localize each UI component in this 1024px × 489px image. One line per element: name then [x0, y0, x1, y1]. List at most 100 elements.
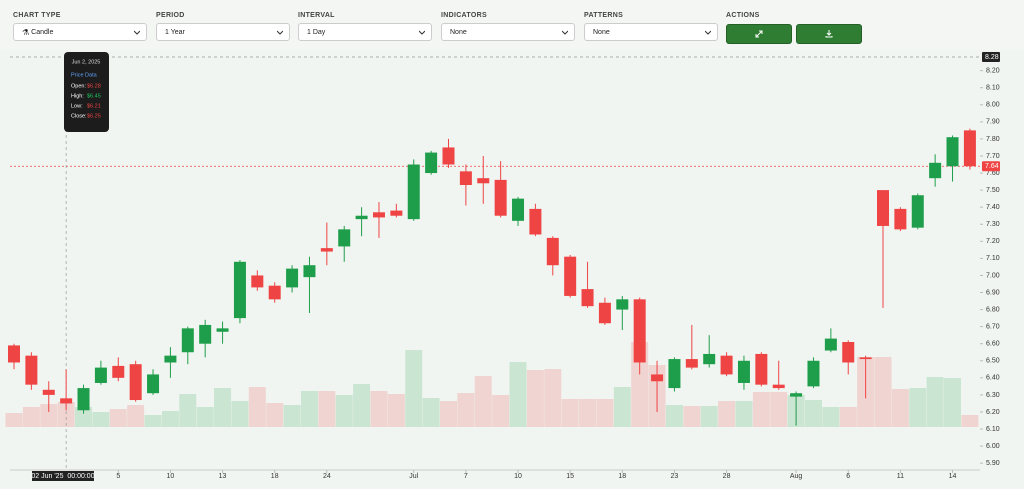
tooltip-row-value: $6.45: [87, 93, 101, 99]
candle-body: [824, 338, 837, 351]
fullscreen-button[interactable]: [726, 24, 792, 44]
volume-bar: [561, 399, 579, 427]
select[interactable]: 1 Year: [156, 23, 290, 41]
period-control: PERIOD 1 Year: [156, 12, 290, 41]
chevron: [419, 30, 425, 35]
volume-bar: [92, 412, 110, 427]
candle-body: [94, 367, 107, 383]
chevron: [705, 30, 711, 35]
candle-body: [8, 345, 20, 363]
crosshair-price-label: 8.28: [985, 54, 999, 61]
volume-bar: [57, 402, 75, 427]
volume-bar: [353, 384, 371, 427]
download-icon: [825, 30, 833, 38]
candle-body: [407, 164, 420, 220]
volume-bar: [474, 376, 492, 427]
select-value: 1 Year: [165, 28, 185, 36]
volume-bar: [40, 404, 58, 427]
tooltip-heading: Price Data: [71, 72, 98, 78]
candle-icon: ⚗: [22, 27, 30, 37]
volume-bar: [579, 399, 597, 427]
volume-bar: [631, 342, 649, 427]
expand-icon: [755, 30, 763, 38]
volume-bar: [5, 413, 23, 427]
candle-body: [147, 374, 160, 394]
volume-bar: [266, 403, 284, 427]
volume-bar: [179, 394, 197, 427]
volume-bar: [387, 394, 405, 427]
volume-bar: [422, 398, 440, 427]
candle-body: [546, 237, 559, 266]
volume-bar: [109, 409, 127, 427]
x-tick-label: 10: [514, 473, 522, 480]
x-tick-label: Aug: [790, 473, 803, 480]
volume-bar: [231, 401, 249, 427]
select-value: None: [450, 28, 467, 36]
volume-bar: [300, 391, 318, 427]
crosshair-price-box: [982, 52, 1000, 62]
candle-body: [42, 389, 55, 395]
candle-body: [425, 152, 438, 174]
tooltip-row-label: Open:: [71, 83, 86, 89]
interval-control: INTERVAL 1 Day: [298, 12, 432, 41]
candle-body: [181, 328, 194, 353]
x-tick-label: 28: [723, 473, 731, 480]
volume-bar: [526, 370, 544, 427]
candle-body: [703, 353, 716, 365]
candle-body: [877, 190, 889, 226]
chevron: [134, 30, 140, 35]
candle-body: [77, 388, 90, 411]
candle-body: [911, 195, 924, 228]
x-tick-label: 15: [566, 473, 574, 480]
x-tick-label: 11: [897, 473, 904, 480]
volume-bar: [891, 389, 909, 427]
volume-bar: [909, 388, 927, 427]
candle-body: [529, 208, 542, 235]
y-tick-label: 7.70: [986, 153, 1000, 160]
y-tick-label: 7.80: [986, 136, 1000, 143]
tooltip-date: Jun 2, 2025: [72, 59, 101, 65]
select[interactable]: 1 Day: [298, 23, 432, 41]
select[interactable]: ⚗ Candle: [13, 23, 147, 41]
candle-body: [286, 268, 299, 288]
indicators-control: INDICATORS None: [441, 12, 575, 41]
select-value: Candle: [31, 28, 54, 36]
volume-bar: [440, 401, 457, 427]
volume-bar: [457, 393, 475, 427]
y-tick-label: 7.60: [986, 170, 1000, 177]
volume-bar: [770, 392, 788, 427]
candle-body: [303, 265, 316, 278]
tooltip-row-label: High:: [71, 93, 84, 99]
candle-body: [442, 147, 455, 165]
volume-bar: [874, 357, 892, 427]
candle-body: [755, 353, 768, 385]
select[interactable]: None: [584, 23, 718, 41]
y-tick-label: 7.30: [986, 221, 1000, 228]
candle-body: [685, 359, 698, 368]
y-tick-label: 6.60: [986, 341, 1000, 348]
volume-bar: [283, 405, 301, 427]
control-label: INTERVAL: [298, 12, 335, 19]
volume-bar: [492, 395, 510, 427]
y-tick-label: 7.20: [986, 238, 1000, 245]
volume-bar: [248, 387, 266, 427]
candle-body: [807, 360, 820, 387]
download-button[interactable]: [796, 24, 862, 44]
select[interactable]: None: [441, 23, 575, 41]
volume-bar: [509, 362, 527, 427]
toolbar: CHART TYPE ⚗ Candle PERIOD 1 Year INTERVA…: [0, 0, 1024, 50]
volume-bar: [752, 392, 770, 427]
y-tick-label: 6.80: [986, 306, 1000, 313]
volume-bar: [161, 411, 179, 427]
candle-body: [477, 178, 490, 184]
tooltip-row-label: Low:: [71, 103, 83, 109]
x-tick-label: 13: [219, 473, 227, 480]
volume-bar: [22, 407, 40, 427]
volume-bar: [961, 415, 979, 427]
candle-body: [60, 398, 73, 404]
volume-bar: [613, 387, 631, 427]
candle-body: [651, 374, 664, 382]
volume-bar: [700, 406, 718, 427]
candle-body: [390, 210, 403, 216]
candle-body: [737, 360, 750, 383]
